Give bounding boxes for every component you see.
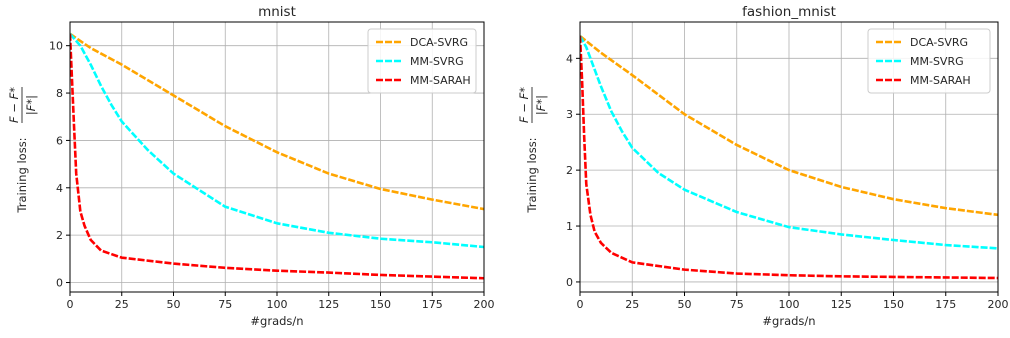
y-tick-label: 10	[49, 40, 63, 53]
legend-label: MM-SARAH	[410, 74, 471, 87]
chart-title: mnist	[258, 4, 296, 20]
y-axis-label-prefix: Training loss:	[15, 137, 29, 213]
y-tick-label: 1	[566, 220, 573, 233]
x-tick-label: 200	[988, 298, 1009, 311]
x-tick-label: 125	[831, 298, 852, 311]
x-tick-label: 150	[370, 298, 391, 311]
x-tick-label: 150	[883, 298, 904, 311]
x-tick-label: 175	[935, 298, 956, 311]
legend-box	[367, 28, 477, 94]
y-axis-label: Training loss: F − F* |F*|	[517, 87, 548, 214]
legend-label: MM-SARAH	[910, 74, 971, 87]
x-tick-label: 0	[67, 298, 74, 311]
x-tick-label: 125	[318, 298, 339, 311]
x-tick-label: 50	[167, 298, 181, 311]
y-tick-label: 4	[56, 182, 63, 195]
legend-label: MM-SVRG	[910, 55, 964, 68]
x-tick-label: 0	[577, 298, 584, 311]
y-tick-label: 4	[566, 52, 573, 65]
x-tick-label: 75	[218, 298, 232, 311]
y-tick-label: 3	[566, 108, 573, 121]
x-tick-label: 100	[779, 298, 800, 311]
legend-label: MM-SVRG	[410, 55, 464, 68]
y-tick-label: 2	[56, 229, 63, 242]
x-tick-label: 100	[267, 298, 288, 311]
x-axis-label: #grads/n	[762, 314, 815, 328]
y-axis-label-denominator: |F*|	[24, 95, 38, 115]
y-tick-label: 8	[56, 87, 63, 100]
y-tick-label: 0	[566, 276, 573, 289]
legend: DCA-SVRG MM-SVRG MM-SARAH	[367, 28, 477, 94]
y-axis-label: Training loss: F − F* |F*|	[7, 87, 38, 214]
x-tick-label: 50	[678, 298, 692, 311]
x-tick-label: 25	[115, 298, 129, 311]
x-tick-label: 25	[625, 298, 639, 311]
series-line-mm-svrg	[70, 32, 484, 249]
x-tick-label: 200	[474, 298, 495, 311]
series-line-dca-svrg	[580, 34, 998, 217]
chart-panel-2: 0 25 50 75 100 125 150 175 200 0 1 2 3 4 fashion_mnist…	[517, 4, 1009, 328]
y-axis-label-prefix: Training loss:	[525, 137, 539, 213]
series-line-mm-sarah	[70, 33, 484, 280]
y-axis-label-denominator: |F*|	[534, 95, 548, 115]
y-tick-label: 2	[566, 164, 573, 177]
y-tick-label: 6	[56, 134, 63, 147]
y-axis-label-numerator: F − F*	[517, 87, 531, 123]
x-tick-label: 175	[422, 298, 443, 311]
series-line-mm-sarah	[580, 35, 998, 280]
legend-label: DCA-SVRG	[910, 36, 968, 49]
series-line-dca-svrg	[70, 32, 484, 211]
legend: DCA-SVRG MM-SVRG MM-SARAH	[867, 28, 991, 94]
legend-box	[867, 28, 991, 94]
x-tick-label: 75	[730, 298, 744, 311]
y-tick-label: 0	[56, 277, 63, 290]
chart-panel-1: 0 25 50 75 100 125 150 175 200 0 2 4 6 8 10 mnist #grads…	[7, 4, 495, 328]
legend-label: DCA-SVRG	[410, 36, 468, 49]
x-axis-label: #grads/n	[250, 314, 303, 328]
chart-title: fashion_mnist	[742, 4, 836, 20]
series-line-mm-svrg	[580, 35, 998, 250]
y-axis-label-numerator: F − F*	[7, 87, 21, 123]
